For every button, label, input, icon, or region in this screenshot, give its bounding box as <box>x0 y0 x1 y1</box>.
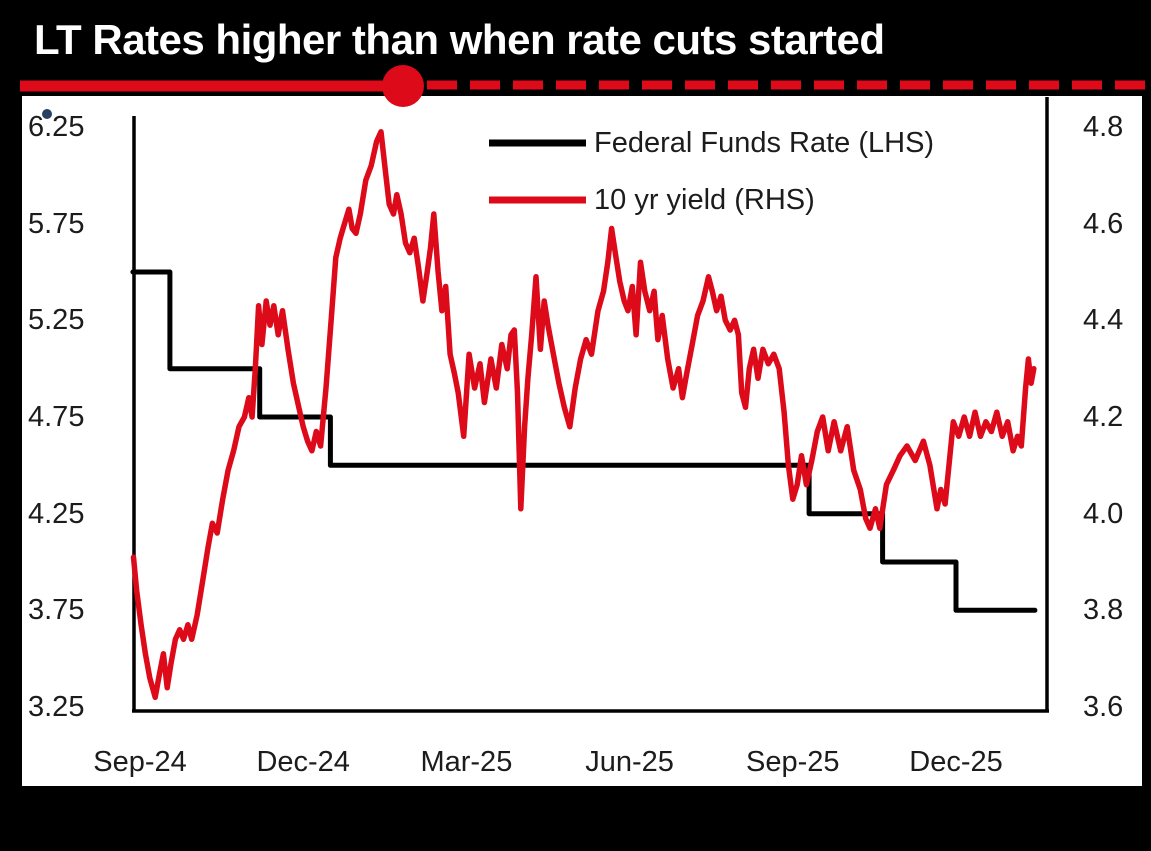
stray-dot <box>42 109 52 119</box>
plot-axes <box>132 97 1049 713</box>
right-axis-tick: 4.8 <box>1083 111 1124 143</box>
title-divider <box>20 65 1151 107</box>
left-axis-tick: 5.75 <box>28 207 85 240</box>
x-axis-tick: Jun-25 <box>585 746 674 778</box>
legend-label-fed-funds: Federal Funds Rate (LHS) <box>594 127 935 159</box>
divider-bullet-icon <box>382 65 424 107</box>
chart-panel <box>22 96 1142 786</box>
x-axis-tick: Sep-25 <box>746 746 840 778</box>
legend-label-ten-year: 10 yr yield (RHS) <box>594 184 815 216</box>
x-axis-tick: Mar-25 <box>420 746 513 778</box>
ten-year-yield-line <box>130 129 1037 701</box>
right-axis-tick: 4.4 <box>1083 304 1124 337</box>
right-axis-tick: 3.8 <box>1083 594 1124 627</box>
x-axis-tick: Dec-24 <box>256 746 350 778</box>
right-axis-tick: 4.6 <box>1083 207 1124 240</box>
left-axis-tick: 4.25 <box>28 497 85 530</box>
fed-funds-rate-line <box>130 269 1038 613</box>
right-axis-tick: 3.6 <box>1083 690 1124 723</box>
right-axis-tick: 4.2 <box>1083 400 1124 433</box>
left-axis-tick: 6.25 <box>28 111 85 143</box>
x-axis-tick: Dec-25 <box>909 746 1003 778</box>
left-axis-tick: 3.75 <box>28 594 85 627</box>
right-axis-tick: 4.0 <box>1083 497 1124 530</box>
left-axis-tick: 3.25 <box>28 690 85 723</box>
page-title: LT Rates higher than when rate cuts star… <box>34 16 885 63</box>
x-axis-tick: Sep-24 <box>93 746 187 778</box>
left-axis-tick: 5.25 <box>28 304 85 337</box>
left-axis-tick: 4.75 <box>28 400 85 433</box>
